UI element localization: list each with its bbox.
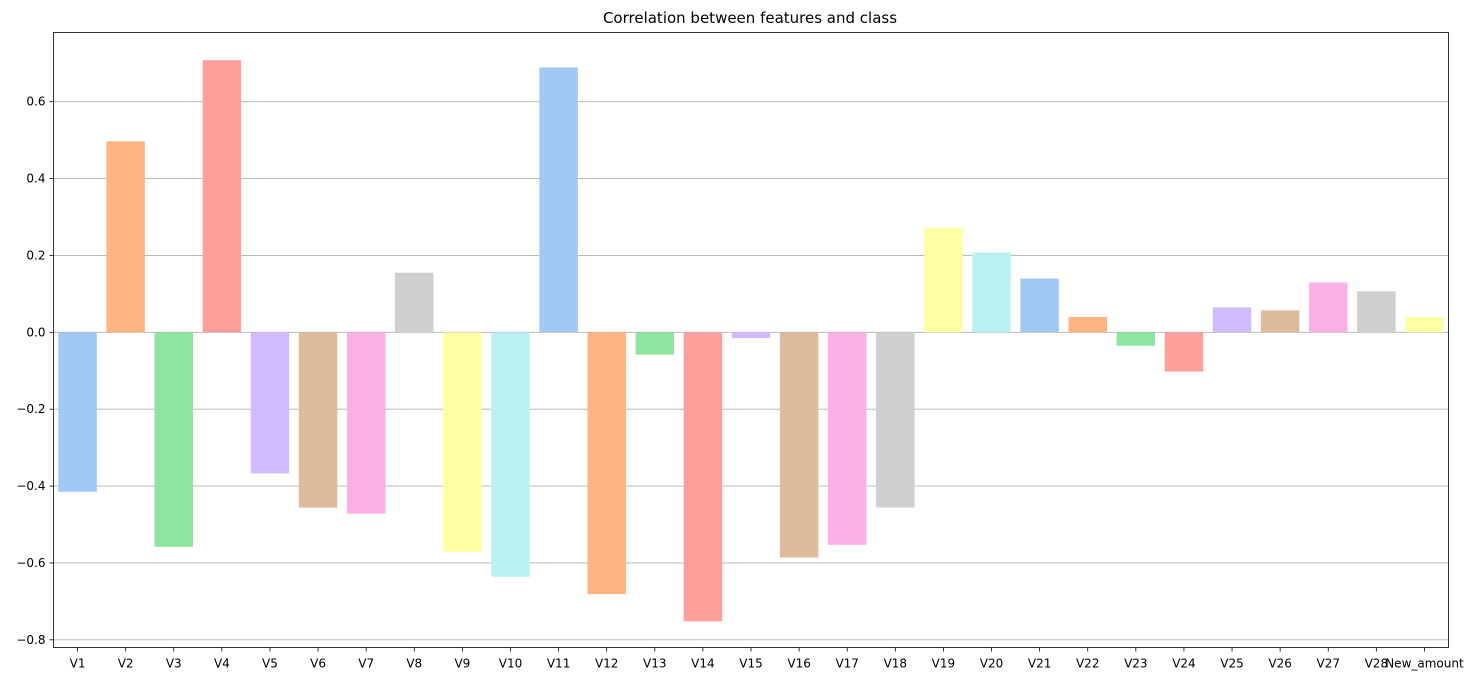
bar-v28 xyxy=(1357,291,1396,333)
bar-v23 xyxy=(1116,332,1156,346)
bar-v10 xyxy=(491,332,530,577)
plot-frame xyxy=(53,32,1449,648)
bar-v4 xyxy=(202,60,242,333)
x-tick-label: V26 xyxy=(1268,657,1291,671)
x-tick-label: V15 xyxy=(739,657,762,671)
y-tick-label: −0.8 xyxy=(16,633,45,647)
bar-v15 xyxy=(731,332,771,339)
x-tick-label: V9 xyxy=(454,657,470,671)
chart-title: Correlation between features and class xyxy=(603,9,897,27)
y-tick-label: −0.2 xyxy=(16,402,45,416)
x-tick-label: V28 xyxy=(1365,657,1388,671)
bar-v27 xyxy=(1309,282,1348,333)
x-tick-label: V4 xyxy=(214,657,230,671)
x-tick-label: V21 xyxy=(1028,657,1051,671)
bar-v5 xyxy=(250,332,290,474)
bar-v21 xyxy=(1020,278,1059,333)
x-tick-label: V22 xyxy=(1076,657,1099,671)
x-tick-label: V20 xyxy=(980,657,1003,671)
bar-new-amount xyxy=(1405,316,1444,333)
bars xyxy=(58,60,1444,622)
y-tick-label: −0.4 xyxy=(16,479,45,493)
x-tick-label: V13 xyxy=(643,657,666,671)
x-tick-label: V27 xyxy=(1316,657,1339,671)
bar-v17 xyxy=(827,332,867,545)
bar-v14 xyxy=(683,332,723,622)
x-tick-label: V2 xyxy=(118,657,134,671)
x-tick-label: V11 xyxy=(547,657,570,671)
x-tick-label: New_amount xyxy=(1385,657,1464,671)
x-tick-label: V10 xyxy=(499,657,522,671)
bar-v16 xyxy=(779,332,819,558)
x-tick-label: V24 xyxy=(1172,657,1195,671)
y-tick-label: 0.2 xyxy=(26,248,45,262)
bar-v26 xyxy=(1260,310,1300,333)
y-tick-label: 0.4 xyxy=(26,172,45,186)
bar-v12 xyxy=(587,332,626,595)
bar-v1 xyxy=(58,332,97,492)
y-tick-label: 0.0 xyxy=(26,325,45,339)
x-tick-label: V14 xyxy=(691,657,714,671)
y-axis-ticks: −0.8 −0.6 −0.4 −0.2 0.0 0.2 0.4 0.6 xyxy=(16,95,54,647)
bar-v7 xyxy=(346,332,386,514)
bar-v9 xyxy=(443,332,482,552)
x-tick-label: V5 xyxy=(262,657,278,671)
bar-v25 xyxy=(1212,307,1252,333)
x-tick-label: V3 xyxy=(166,657,182,671)
bar-v8 xyxy=(395,272,434,333)
x-axis-ticks: V1 V2 V3 V4 V5 V6 V7 V8 V9 V10 V11 V12 V13 V14 V15 V16 V… xyxy=(70,647,1464,671)
bar-v19 xyxy=(924,227,963,333)
bar-v22 xyxy=(1068,316,1107,333)
x-tick-label: V6 xyxy=(310,657,326,671)
x-tick-label: V25 xyxy=(1220,657,1243,671)
x-tick-label: V23 xyxy=(1124,657,1147,671)
bar-v6 xyxy=(298,332,338,508)
bar-v18 xyxy=(876,332,915,508)
x-tick-label: V18 xyxy=(884,657,907,671)
bar-v13 xyxy=(635,332,675,355)
x-tick-label: V1 xyxy=(70,657,86,671)
y-tick-label: −0.6 xyxy=(16,556,45,570)
x-tick-label: V8 xyxy=(406,657,422,671)
y-tick-label: 0.6 xyxy=(26,95,45,109)
bar-v2 xyxy=(106,141,145,333)
bar-v11 xyxy=(539,67,578,333)
x-tick-label: V16 xyxy=(787,657,810,671)
bar-v24 xyxy=(1164,332,1204,372)
x-tick-label: V7 xyxy=(358,657,374,671)
x-tick-label: V19 xyxy=(932,657,955,671)
x-tick-label: V12 xyxy=(595,657,618,671)
x-tick-label: V17 xyxy=(835,657,858,671)
bar-v3 xyxy=(154,332,193,547)
bar-v20 xyxy=(972,252,1011,333)
